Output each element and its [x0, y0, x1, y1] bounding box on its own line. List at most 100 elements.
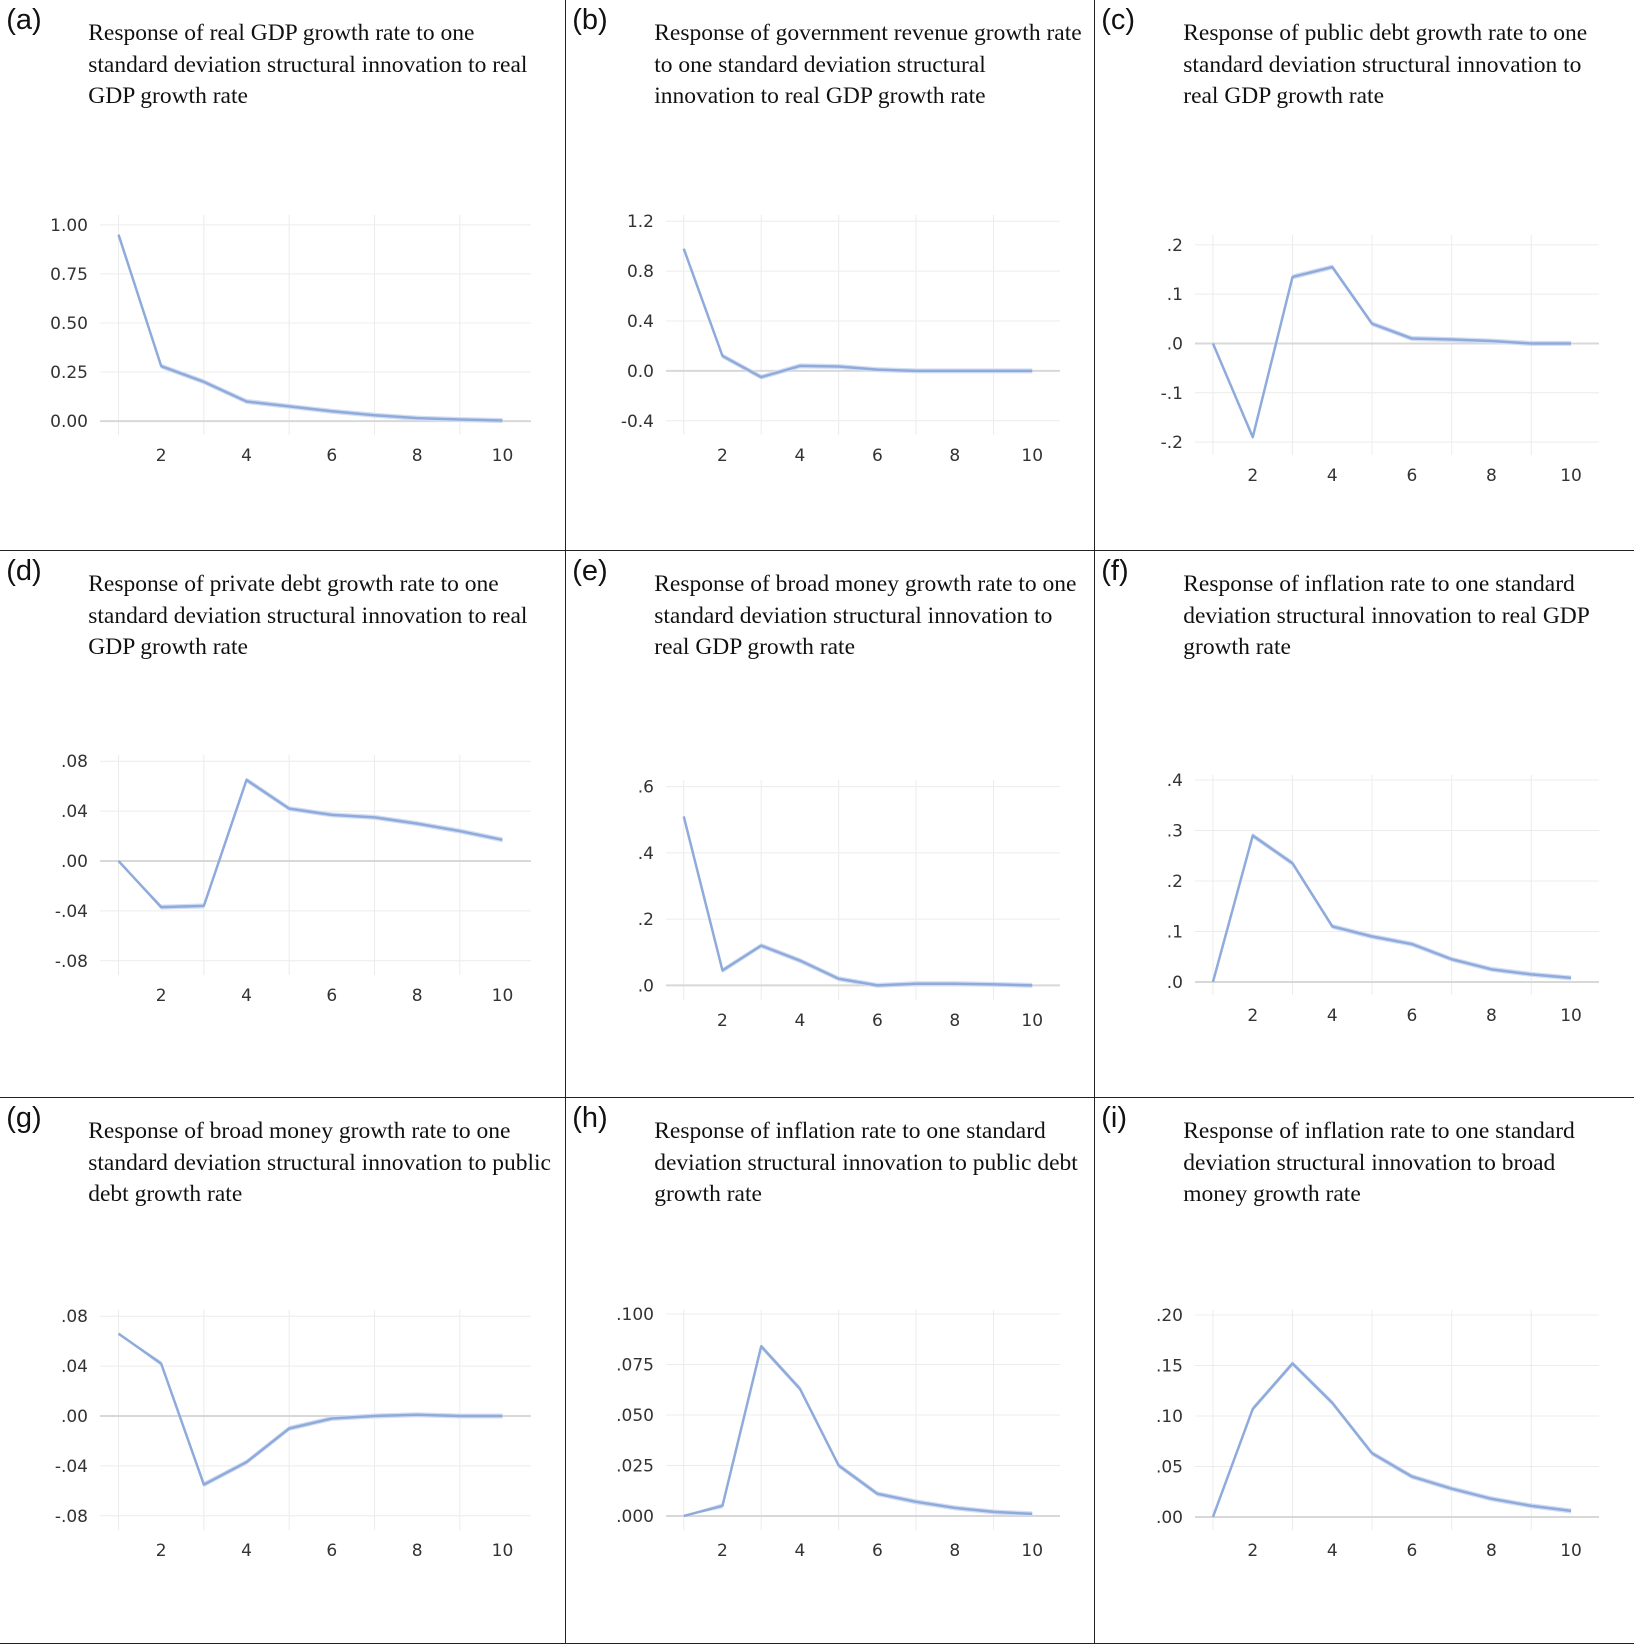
x-tick-label: 4: [1327, 466, 1338, 486]
x-tick-label: 10: [1022, 1541, 1044, 1561]
panel-d: (d)Response of private debt growth rate …: [0, 550, 567, 1099]
y-tick-label: .100: [616, 1305, 654, 1325]
x-tick-label: 4: [241, 1541, 252, 1561]
y-tick-label: -.04: [55, 902, 88, 922]
x-tick-label: 4: [1327, 1006, 1338, 1026]
chart-title: Response of government revenue growth ra…: [654, 18, 1083, 113]
chart-title: Response of broad money growth rate to o…: [654, 569, 1083, 664]
x-tick-label: 8: [412, 446, 423, 466]
y-tick-label: .04: [61, 802, 88, 822]
x-tick-label: 6: [327, 1541, 338, 1561]
panel-b: (b)Response of government revenue growth…: [565, 0, 1096, 552]
confidence-band: [119, 778, 503, 910]
x-tick-label: 10: [492, 1541, 514, 1561]
confidence-band: [1213, 265, 1571, 440]
y-tick-label: .2: [1167, 872, 1183, 892]
y-tick-label: 0.25: [50, 363, 88, 383]
x-tick-label: 8: [950, 446, 961, 466]
chart-title: Response of inflation rate to one standa…: [1183, 1116, 1622, 1211]
y-tick-label: 1.00: [50, 216, 88, 236]
y-tick-label: .20: [1156, 1306, 1183, 1326]
confidence-band: [684, 248, 1033, 379]
y-tick-label: .0: [1167, 973, 1183, 993]
x-tick-label: 6: [1407, 466, 1418, 486]
x-tick-label: 2: [717, 1011, 728, 1031]
x-tick-label: 2: [1248, 466, 1259, 486]
y-tick-label: 0.8: [627, 262, 654, 282]
y-tick-label: .00: [1156, 1508, 1183, 1528]
y-tick-label: .0: [638, 977, 654, 997]
y-tick-label: -.2: [1161, 433, 1183, 453]
x-tick-label: 2: [156, 1541, 167, 1561]
panel-h: (h) Response of inflation rate to one sta…: [565, 1097, 1096, 1644]
x-tick-label: 6: [872, 1011, 883, 1031]
response-line: [119, 780, 503, 907]
y-tick-label: 1.2: [627, 212, 654, 232]
y-tick-label: .10: [1156, 1407, 1183, 1427]
response-line: [684, 249, 1033, 377]
chart-title: Response of inflation rate to one standa…: [654, 1116, 1083, 1211]
x-tick-label: 10: [1022, 446, 1044, 466]
response-line: [684, 1347, 1033, 1517]
panel-i: (i)Response of inflation rate to one sta…: [1094, 1097, 1634, 1644]
y-tick-label: .075: [616, 1356, 654, 1376]
x-tick-label: 8: [1486, 1541, 1497, 1561]
y-tick-label: 0.75: [50, 265, 88, 285]
y-tick-label: .08: [61, 752, 88, 772]
y-tick-label: .6: [638, 778, 654, 798]
panel-label: (c): [1101, 4, 1135, 37]
x-tick-label: 6: [1407, 1006, 1418, 1026]
panel-g: (g) Response of broad money growth rate t…: [0, 1097, 567, 1644]
confidence-band: [119, 234, 503, 423]
chart-title: Response of real GDP growth rate to one …: [88, 18, 554, 113]
panel-e: (e)Response of broad money growth rate t…: [565, 550, 1096, 1099]
x-tick-label: 2: [1248, 1006, 1259, 1026]
x-tick-label: 10: [1560, 1541, 1582, 1561]
y-tick-label: .15: [1156, 1357, 1183, 1377]
response-line: [119, 1334, 503, 1485]
y-tick-label: -.08: [55, 1507, 88, 1527]
panel-label: (h): [572, 1102, 607, 1135]
y-tick-label: .4: [638, 844, 654, 864]
panel-label: (a): [6, 4, 41, 37]
y-tick-label: .025: [616, 1457, 654, 1477]
panel-f: (f) Response of inflation rate to one sta…: [1094, 550, 1634, 1099]
x-tick-label: 8: [412, 986, 423, 1006]
y-tick-label: .0: [1167, 335, 1183, 355]
x-tick-label: 10: [492, 446, 514, 466]
response-line: [1213, 1364, 1571, 1517]
x-tick-label: 10: [1560, 1006, 1582, 1026]
panel-label: (g): [6, 1102, 41, 1135]
x-tick-label: 10: [1022, 1011, 1044, 1031]
x-tick-label: 4: [241, 446, 252, 466]
x-tick-label: 2: [717, 446, 728, 466]
x-tick-label: 6: [327, 986, 338, 1006]
chart-title: Response of private debt growth rate to …: [88, 569, 554, 664]
panel-a: (a) Response of real GDP growth rate to o…: [0, 0, 567, 552]
y-tick-label: .3: [1167, 822, 1183, 842]
panel-label: (f): [1101, 555, 1128, 588]
x-tick-label: 10: [1560, 466, 1582, 486]
y-tick-label: -.1: [1161, 384, 1183, 404]
y-tick-label: 0.50: [50, 314, 88, 334]
y-tick-label: .04: [61, 1357, 88, 1377]
x-tick-label: 8: [412, 1541, 423, 1561]
y-tick-label: -.04: [55, 1457, 88, 1477]
y-tick-label: 0.0: [627, 362, 654, 382]
y-tick-label: .1: [1167, 923, 1183, 943]
y-tick-label: .08: [61, 1307, 88, 1327]
y-tick-label: 0.4: [627, 312, 654, 332]
y-tick-label: .2: [1167, 236, 1183, 256]
x-tick-label: 6: [872, 1541, 883, 1561]
chart-title: Response of broad money growth rate to o…: [88, 1116, 554, 1211]
chart-title: Response of inflation rate to one standa…: [1183, 569, 1622, 664]
x-tick-label: 2: [717, 1541, 728, 1561]
